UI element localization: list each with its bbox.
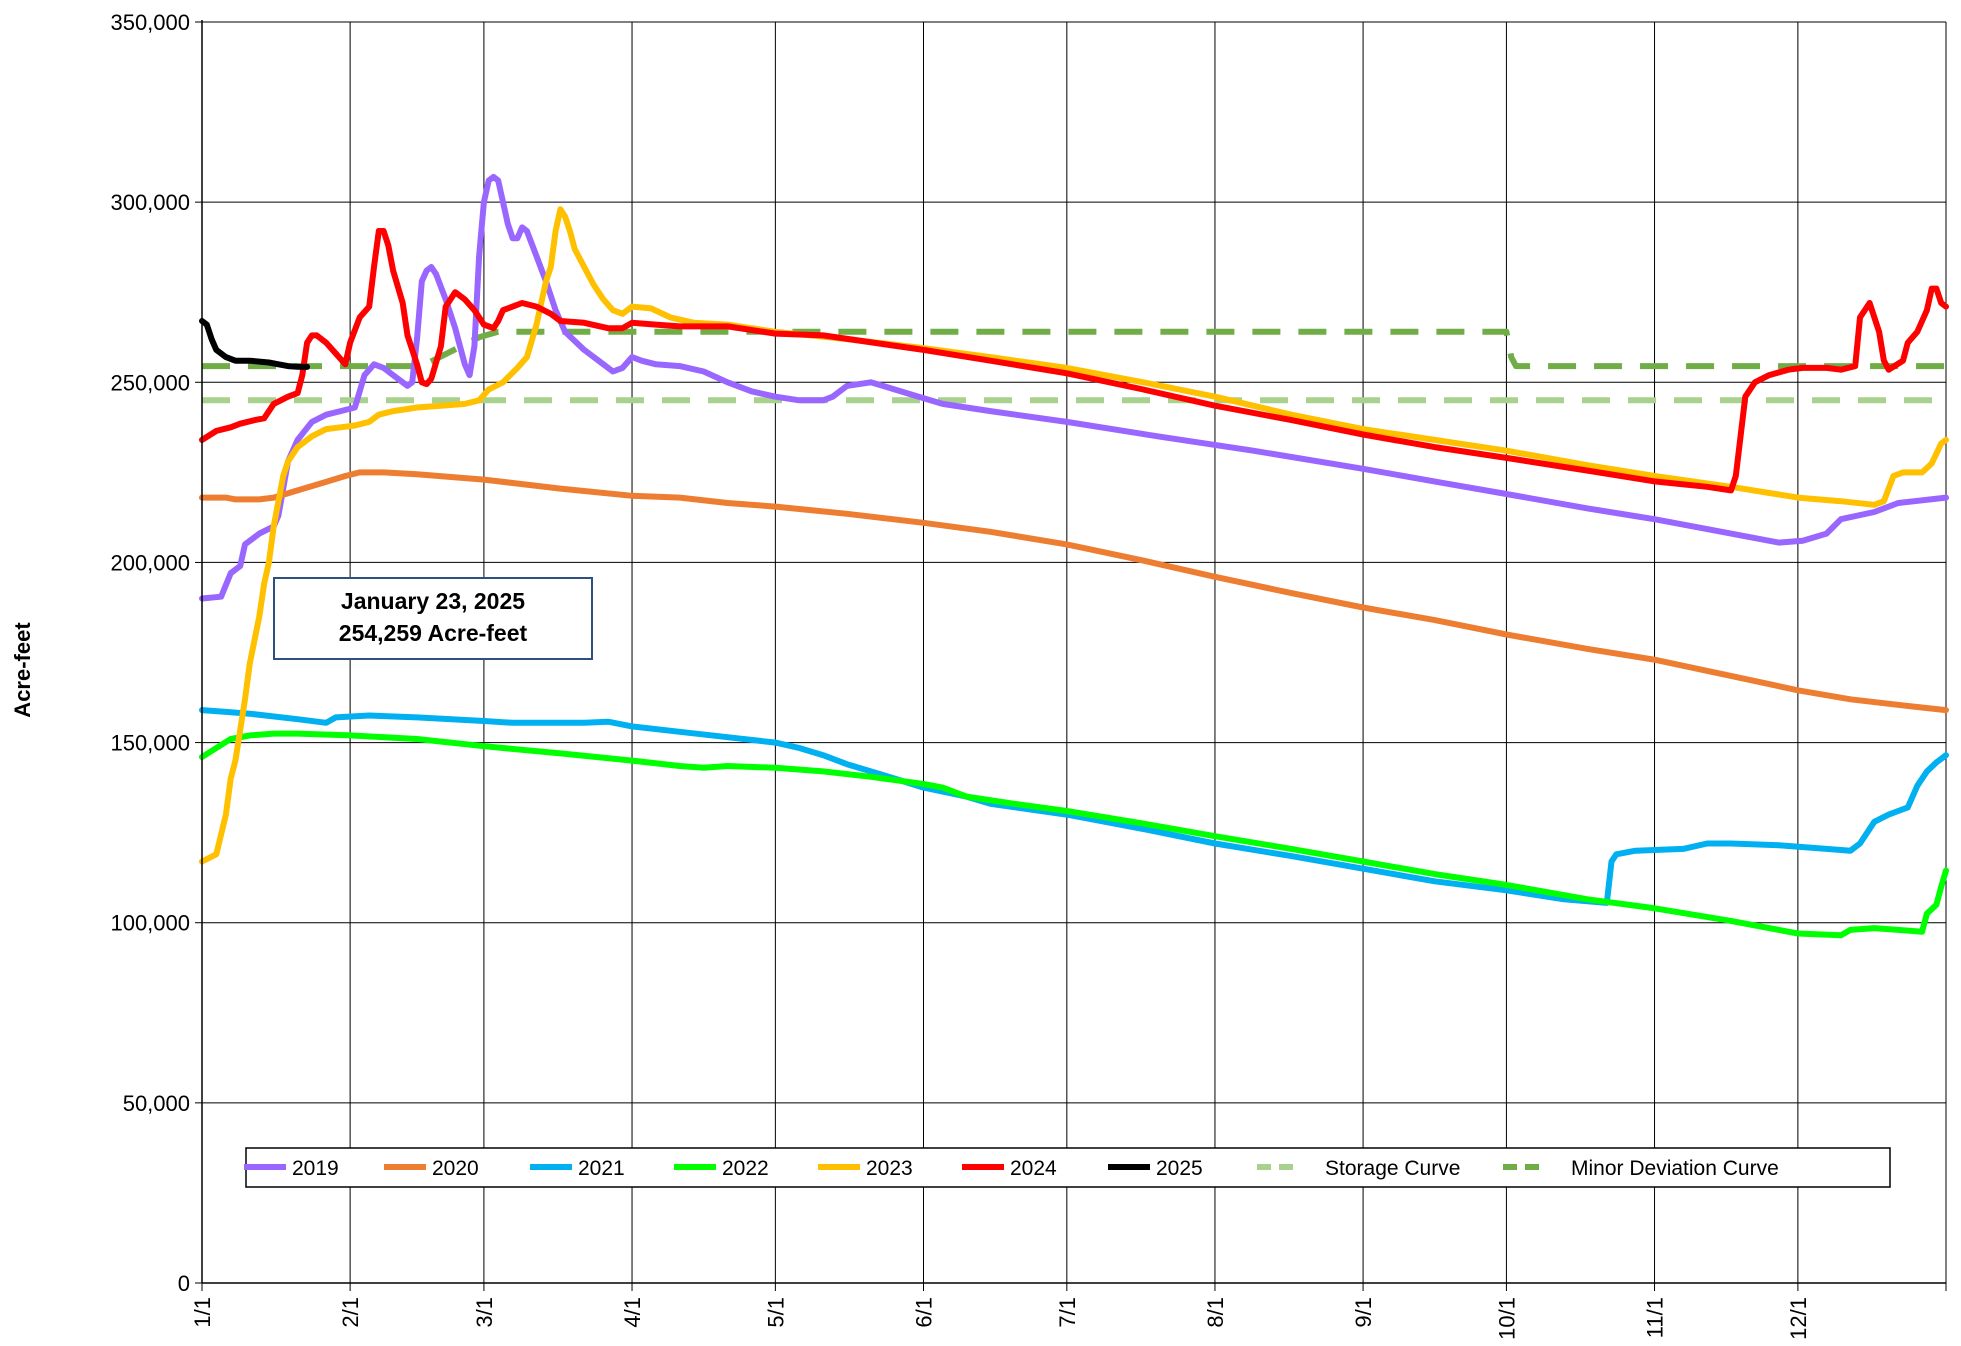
series-line-2025 [199,318,311,370]
y-tick-label: 350,000 [110,10,190,35]
axes: 0 50,000 100,000 150,000 200,000 250,000 300,0… [110,10,1947,1340]
y-tick-label: 250,000 [110,370,190,395]
x-tick-label: 12/1 [1786,1297,1811,1340]
x-tick-label: 3/1 [472,1297,497,1328]
x-tick-label: 5/1 [763,1297,788,1328]
y-axis-label: Acre-feet [10,622,35,718]
x-tick-label: 10/1 [1494,1297,1519,1340]
series-line-minor-deviation-curve [202,328,1946,370]
x-tick-label: 4/1 [620,1297,645,1328]
x-tick-label: 11/1 [1643,1297,1668,1338]
legend-label-2019: 2019 [292,1157,339,1180]
series-lines [199,173,1949,939]
reference-curves [202,328,1946,404]
y-tick-label: 300,000 [110,190,190,215]
annotation-box: January 23, 2025 254,259 Acre-feet [273,577,593,660]
x-tick-label: 8/1 [1203,1297,1228,1328]
y-tick-label: 150,000 [110,731,190,756]
legend-box [245,1147,1891,1188]
x-tick-label: 7/1 [1055,1297,1080,1328]
series-line-2023 [199,206,1949,865]
series-line-2024 [199,228,1949,494]
y-tick-label: 200,000 [110,550,190,575]
series-line-2019 [199,173,1949,602]
series-line-2021 [199,707,1949,906]
legend-label-2020: 2020 [432,1157,479,1180]
legend-label-2025: 2025 [1156,1157,1203,1180]
x-tick-label: 2/1 [338,1297,363,1328]
x-tick-label: 1/1 [190,1297,215,1328]
legend-label-2021: 2021 [578,1157,625,1180]
series-line-2020 [199,469,1949,714]
series-line-2022 [199,730,1949,939]
legend-label-storage-curve: Storage Curve [1325,1157,1460,1180]
annotation-value: 254,259 Acre-feet [339,620,528,646]
legend-label-2023: 2023 [866,1157,913,1180]
x-tick-label: 9/1 [1351,1297,1376,1328]
y-tick-label: 0 [178,1271,190,1296]
legend-label-2022: 2022 [722,1157,769,1180]
y-tick-label: 100,000 [110,911,190,936]
y-tick-label: 50,000 [123,1091,190,1116]
legend-label-2024: 2024 [1010,1157,1057,1180]
legend: 2019 2020 2021 2022 2023 2024 2025 Storage Curv… [244,1147,1891,1188]
legend-label-minor-deviation-curve: Minor Deviation Curve [1571,1157,1779,1180]
x-tick-label: 6/1 [911,1297,936,1328]
annotation-date: January 23, 2025 [341,588,525,614]
